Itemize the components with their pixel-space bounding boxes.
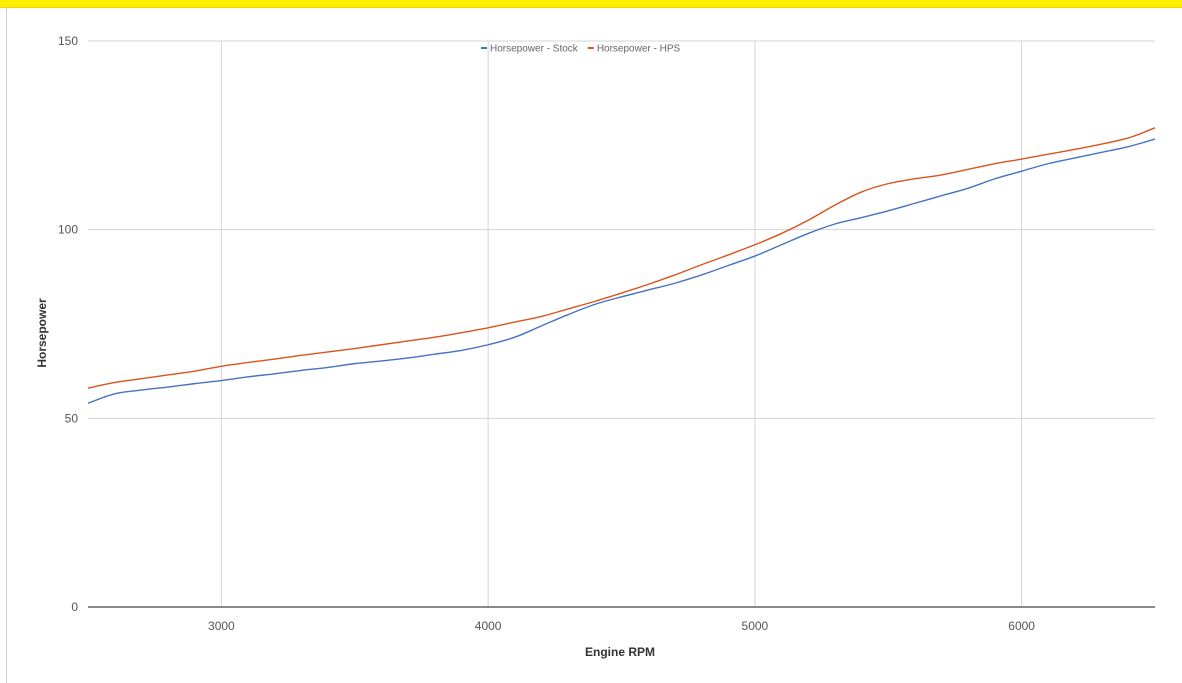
legend-label: Horsepower - Stock: [490, 44, 579, 55]
y-tick-label: 50: [65, 411, 79, 425]
x-axis-title: Engine RPM: [585, 645, 655, 659]
axes: 0 50 100 150 3000 4000 5000 6000: [58, 34, 1155, 633]
y-tick-label: 0: [71, 600, 78, 614]
series-line-horsepower-stock: [87, 138, 1156, 404]
series-line-horsepower-hps: [87, 127, 1156, 389]
grid-lines: [88, 40, 1155, 607]
x-tick-label: 5000: [742, 619, 769, 633]
legend: Horsepower - Stock Horsepower - HPS: [481, 44, 681, 55]
title-banner: [0, 0, 1182, 8]
left-border: [6, 7, 7, 683]
x-tick-label: 4000: [475, 619, 502, 633]
legend-label: Horsepower - HPS: [597, 44, 681, 55]
x-tick-label: 3000: [208, 619, 235, 633]
y-tick-label: 150: [58, 34, 78, 48]
y-axis-title: Horsepower: [35, 298, 49, 368]
y-tick-label: 100: [58, 223, 78, 237]
x-tick-label: 6000: [1008, 619, 1035, 633]
series-lines: [87, 127, 1156, 404]
